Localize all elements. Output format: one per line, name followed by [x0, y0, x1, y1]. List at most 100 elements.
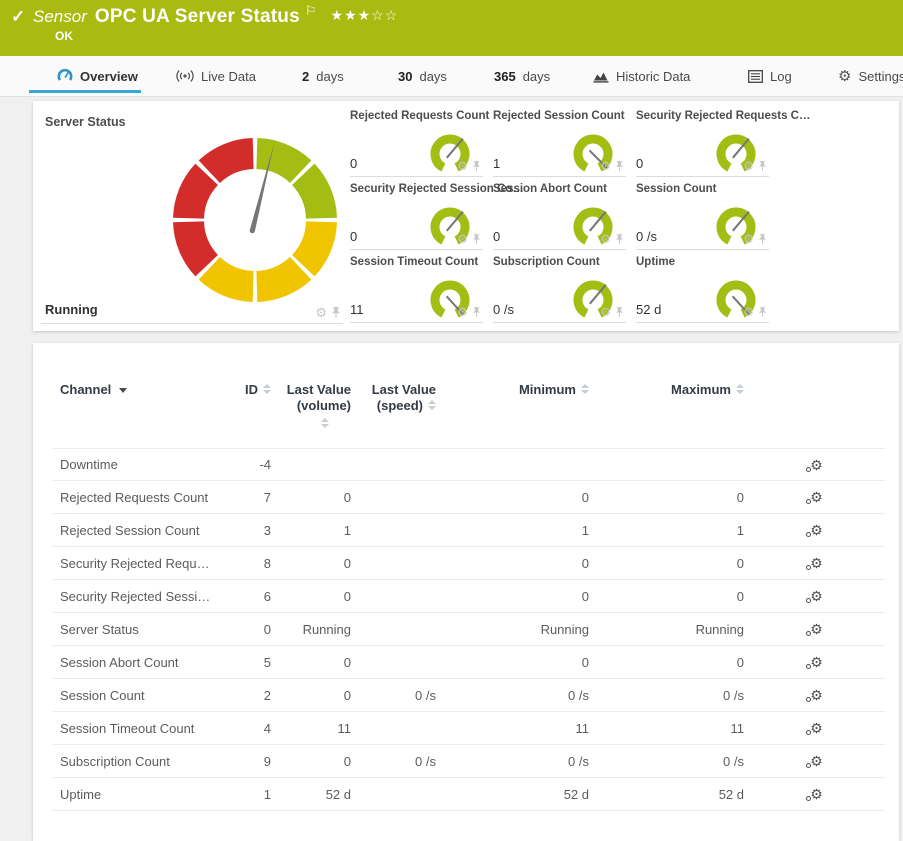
table-row[interactable]: Rejected Session Count 3 1 1 1 ⚙	[53, 514, 885, 547]
sensor-header: ✓ Sensor OPC UA Server Status ⚐ ★★★☆☆ OK	[0, 0, 903, 56]
channel-name: Rejected Requests Count	[60, 489, 209, 505]
sort-icon	[581, 384, 589, 394]
channel-id: 8	[263, 555, 271, 571]
gear-icon: ⚙	[838, 67, 852, 85]
tab-label: days	[419, 68, 447, 84]
gauge-settings-icon[interactable]: ⚙	[600, 159, 611, 173]
pin-icon[interactable]	[758, 160, 767, 172]
table-row[interactable]: Security Rejected Sessi… 6 0 0 0 ⚙	[53, 580, 885, 613]
mini-gauge	[429, 279, 471, 321]
tab-live-data[interactable]: Live Data	[176, 56, 256, 96]
channel-settings-icon[interactable]: ⚙	[806, 589, 823, 603]
column-header-minimum[interactable]: Minimum	[440, 382, 593, 398]
last-value-volume: 0	[343, 654, 351, 670]
maximum-value: 0 /s	[723, 687, 744, 703]
table-row[interactable]: Rejected Requests Count 7 0 0 0 ⚙	[53, 481, 885, 514]
pin-icon[interactable]	[615, 160, 624, 172]
maximum-value: 52 d	[718, 786, 744, 802]
mini-gauge	[572, 206, 614, 248]
last-value-volume: 0	[343, 687, 351, 703]
flag-icon[interactable]: ⚐	[304, 3, 317, 18]
last-value-volume: Running	[302, 621, 351, 637]
channel-gauge-title: Session Count	[636, 183, 717, 195]
channel-settings-icon[interactable]: ⚙	[806, 523, 823, 537]
pin-icon[interactable]	[472, 306, 481, 318]
gauge-settings-icon[interactable]: ⚙	[600, 305, 611, 319]
channel-settings-icon[interactable]: ⚙	[806, 721, 823, 735]
tab-30-days[interactable]: 30 days	[398, 56, 447, 96]
gauge-settings-icon[interactable]: ⚙	[743, 232, 754, 246]
channel-id: 7	[263, 489, 271, 505]
tab-label: Log	[770, 68, 792, 84]
column-header-last-value-speed[interactable]: Last Value (speed)	[355, 382, 440, 414]
pin-icon[interactable]	[472, 233, 481, 245]
channel-settings-icon[interactable]: ⚙	[806, 622, 823, 636]
minimum-value: 0	[581, 555, 589, 571]
channel-settings-icon[interactable]: ⚙	[806, 556, 823, 570]
channel-gauge-value: 11	[350, 302, 364, 317]
column-label: Minimum	[518, 382, 576, 397]
last-value-speed: 0 /s	[415, 687, 436, 703]
channel-name: Security Rejected Requ…	[60, 555, 210, 571]
column-label: Maximum	[671, 382, 731, 397]
tab-365-days[interactable]: 365 days	[494, 56, 550, 96]
channel-settings-icon[interactable]: ⚙	[806, 655, 823, 669]
tab-overview[interactable]: Overview	[29, 56, 141, 96]
pin-icon[interactable]	[331, 306, 341, 319]
channel-settings-icon[interactable]: ⚙	[806, 458, 823, 472]
channel-gauge-cell: Session Timeout Count 11 ⚙	[350, 251, 483, 323]
column-header-maximum[interactable]: Maximum	[593, 382, 748, 398]
page-title: OPC UA Server Status	[94, 6, 300, 27]
channel-gauge-title: Rejected Requests Count	[350, 110, 490, 122]
tab-historic-data[interactable]: Historic Data	[593, 56, 690, 96]
gauge-settings-icon[interactable]: ⚙	[457, 232, 468, 246]
table-row[interactable]: Subscription Count 9 0 0 /s 0 /s 0 /s ⚙	[53, 745, 885, 778]
table-row[interactable]: Uptime 1 52 d 52 d 52 d ⚙	[53, 778, 885, 811]
column-header-channel[interactable]: Channel	[53, 382, 241, 398]
table-row[interactable]: Session Count 2 0 0 /s 0 /s 0 /s ⚙	[53, 679, 885, 712]
pin-icon[interactable]	[615, 306, 624, 318]
pin-icon[interactable]	[758, 306, 767, 318]
star-rating[interactable]: ★★★☆☆	[330, 7, 399, 23]
table-row[interactable]: Server Status 0 Running Running Running …	[53, 613, 885, 646]
channel-gauge-title: Session Abort Count	[493, 183, 607, 195]
table-row[interactable]: Session Timeout Count 4 11 11 11 ⚙	[53, 712, 885, 745]
minimum-value: 0	[581, 489, 589, 505]
column-header-id[interactable]: ID	[241, 382, 271, 398]
gauge-settings-icon[interactable]: ⚙	[743, 159, 754, 173]
gauge-settings-icon[interactable]: ⚙	[315, 305, 327, 320]
gauge-title: Server Status	[45, 115, 126, 129]
pin-icon[interactable]	[472, 160, 481, 172]
sort-icon	[428, 400, 436, 410]
column-header-last-value-volume[interactable]: Last Value (volume)	[271, 382, 355, 432]
minimum-value: 52 d	[563, 786, 589, 802]
channel-name: Rejected Session Count	[60, 522, 200, 538]
chart-icon	[593, 72, 609, 83]
gauge-settings-icon[interactable]: ⚙	[743, 305, 754, 319]
gauge-settings-icon[interactable]: ⚙	[457, 305, 468, 319]
channel-id: 9	[263, 753, 271, 769]
maximum-value: 0	[736, 654, 744, 670]
pin-icon[interactable]	[615, 233, 624, 245]
channel-settings-icon[interactable]: ⚙	[806, 754, 823, 768]
minimum-value: 0	[581, 654, 589, 670]
gauge-settings-icon[interactable]: ⚙	[600, 232, 611, 246]
minimum-value: 11	[575, 720, 590, 736]
channel-settings-icon[interactable]: ⚙	[806, 490, 823, 504]
channel-gauge-value: 0 /s	[636, 229, 657, 244]
tab-bar: Overview Live Data 2 days 30 days 365 da…	[0, 56, 903, 97]
column-label: ID	[245, 382, 258, 397]
gauge-settings-icon[interactable]: ⚙	[457, 159, 468, 173]
channel-settings-icon[interactable]: ⚙	[806, 688, 823, 702]
table-row[interactable]: Security Rejected Requ… 8 0 0 0 ⚙	[53, 547, 885, 580]
gauge-icon	[57, 68, 73, 81]
tab-log[interactable]: Log	[748, 56, 792, 96]
pin-icon[interactable]	[758, 233, 767, 245]
channel-id: 4	[263, 720, 271, 736]
channel-settings-icon[interactable]: ⚙	[806, 787, 823, 801]
tab-settings[interactable]: ⚙ Settings	[838, 56, 903, 96]
tab-2-days[interactable]: 2 days	[302, 56, 344, 96]
channel-gauge-cell: Security Rejected Session Co… 0 ⚙	[350, 178, 524, 250]
table-row[interactable]: Downtime -4 ⚙	[53, 448, 885, 481]
table-row[interactable]: Session Abort Count 5 0 0 0 ⚙	[53, 646, 885, 679]
